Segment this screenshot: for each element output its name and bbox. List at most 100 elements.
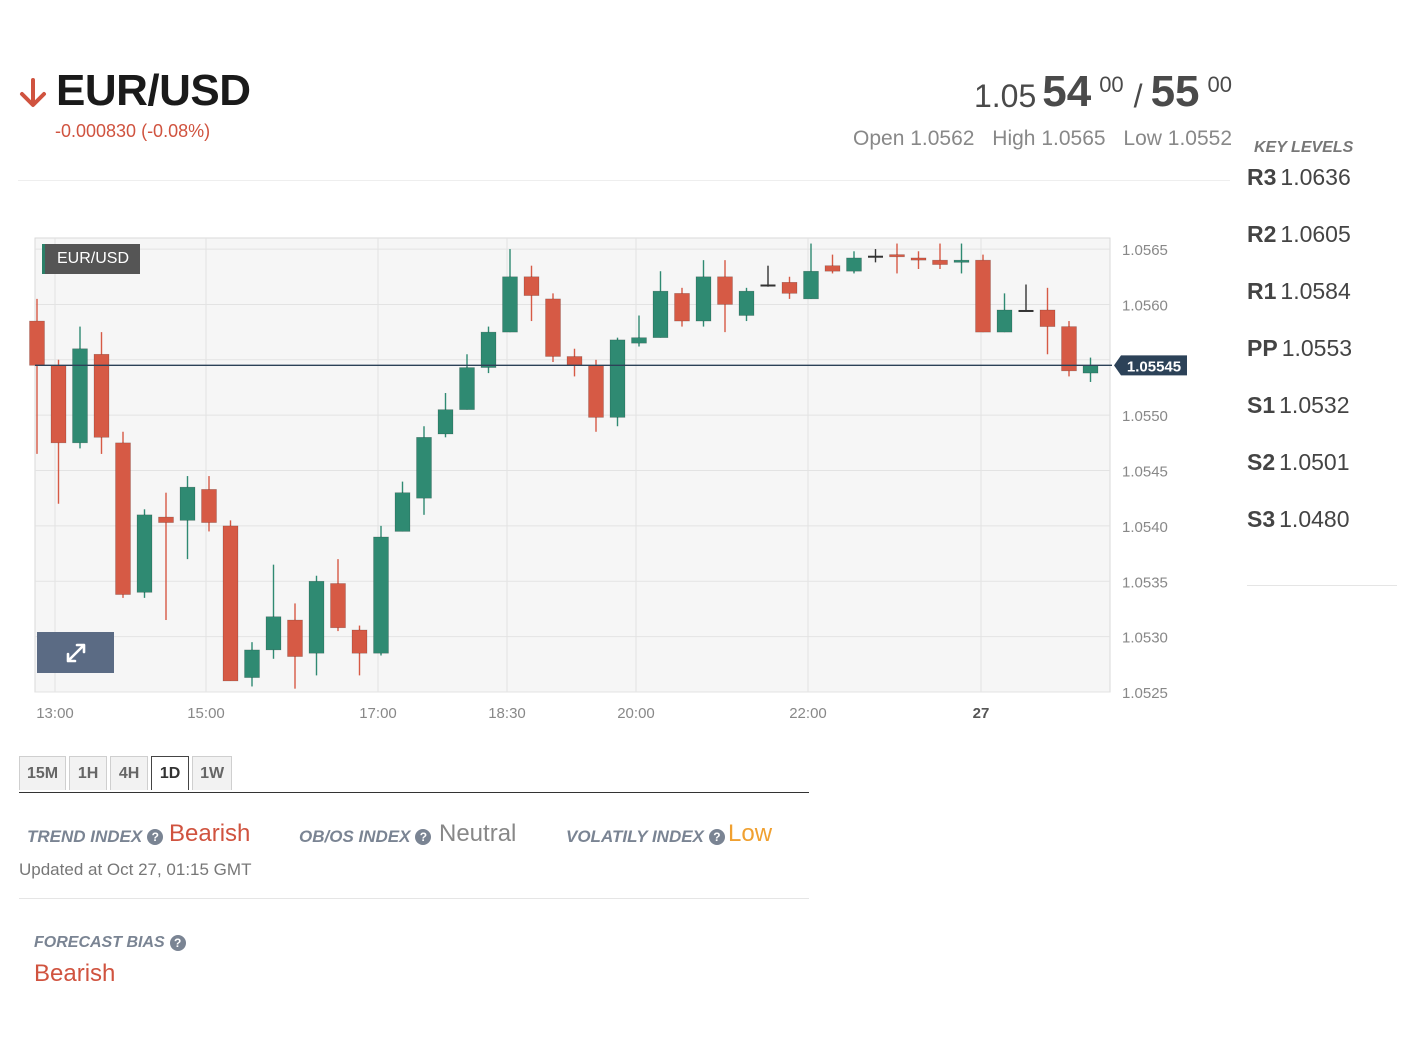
- candle-body: [609, 339, 626, 418]
- expand-icon: [66, 643, 85, 662]
- help-icon[interactable]: ?: [708, 829, 725, 845]
- tab-4h[interactable]: 4H: [110, 756, 149, 790]
- help-icon[interactable]: ?: [169, 935, 186, 951]
- candle-body: [760, 284, 776, 287]
- tab-1h[interactable]: 1H: [69, 756, 108, 790]
- down-arrow-icon: [20, 78, 46, 107]
- candle-body: [868, 255, 883, 258]
- y-tick-label: 1.0565: [1122, 242, 1168, 259]
- key-level-label: PP: [1247, 335, 1278, 361]
- forecast-bias-label: FORECAST BIAS ?: [34, 934, 186, 952]
- trend-index-text: TREND INDEX: [27, 827, 143, 846]
- key-level-label: S2: [1247, 449, 1276, 475]
- bid-prefix: 1.05: [973, 78, 1037, 114]
- volatility-index-text: VOLATILY INDEX: [566, 827, 704, 846]
- quote-separator: /: [1133, 78, 1143, 114]
- candle-body: [953, 259, 970, 263]
- candle-body: [179, 486, 196, 521]
- obos-index-value: Neutral: [439, 820, 517, 847]
- tab-1d[interactable]: 1D: [151, 756, 190, 790]
- candle-body: [824, 265, 841, 272]
- y-tick-label: 1.0535: [1122, 574, 1168, 591]
- help-icon[interactable]: ?: [147, 829, 164, 845]
- high-value: High 1.0565: [992, 127, 1106, 150]
- candle-body: [1039, 309, 1056, 327]
- key-levels-title: KEY LEVELS: [1254, 139, 1354, 156]
- key-level-s1: S1 1.0532: [1247, 392, 1407, 449]
- open-value: Open 1.0562: [853, 127, 975, 150]
- current-price-tag: [1114, 355, 1187, 376]
- candle-body: [437, 409, 454, 435]
- y-tick-label: 1.0545: [1122, 464, 1168, 481]
- candle-body: [631, 337, 647, 344]
- y-tick-label: 1.0530: [1122, 630, 1168, 647]
- open-high-low: Open 1.0562 High 1.0565 Low 1.0552: [841, 127, 1232, 151]
- candle-body: [158, 516, 174, 523]
- forecast-bias-text: FORECAST BIAS: [34, 934, 165, 951]
- candle-body: [480, 331, 497, 368]
- volatility-index-label: VOLATILY INDEX ?: [566, 827, 725, 847]
- chart-instrument-badge: EUR/USD: [42, 244, 141, 274]
- candle-body: [351, 629, 368, 654]
- key-level-s3: S3 1.0480: [1247, 506, 1407, 563]
- candle-body: [308, 580, 325, 654]
- plot-area: [34, 237, 1111, 693]
- bid-ask-quote: 1.05 54 00 / 55 00: [974, 64, 1232, 118]
- candle-body: [244, 649, 260, 678]
- x-tick-label: 22:00: [789, 705, 827, 722]
- x-tick-label: 17:00: [359, 705, 397, 722]
- divider: [18, 180, 1230, 181]
- key-level-pp: PP 1.0553: [1247, 335, 1407, 392]
- ask-pips: 55: [1150, 67, 1200, 116]
- candle-body: [29, 320, 45, 366]
- candle-body: [566, 356, 583, 366]
- candle-body: [781, 281, 798, 294]
- key-level-value: 1.0532: [1279, 392, 1350, 418]
- help-icon[interactable]: ?: [415, 829, 432, 845]
- candle-body: [201, 489, 217, 523]
- tab-15m[interactable]: 15M: [19, 756, 67, 790]
- price-chart[interactable]: 1.05651.05601.05551.05501.05451.05401.05…: [0, 230, 1230, 730]
- candle-body: [1018, 309, 1034, 312]
- instrument-name: EUR/USD: [56, 66, 251, 115]
- key-levels-list: R3 1.0636 R2 1.0605 R1 1.0584 PP 1.0553 S1 1.…: [1247, 164, 1407, 563]
- y-tick-label: 1.0540: [1122, 519, 1168, 536]
- x-tick-label: 27: [973, 705, 990, 722]
- key-level-value: 1.0584: [1280, 278, 1351, 304]
- trend-index-value: Bearish: [169, 820, 251, 847]
- key-level-label: R3: [1247, 164, 1277, 190]
- key-level-label: R1: [1247, 278, 1277, 304]
- bid-pips: 54: [1042, 67, 1092, 116]
- bid-fraction: 00: [1099, 72, 1124, 97]
- candle-body: [222, 525, 239, 682]
- key-level-value: 1.0501: [1279, 449, 1350, 475]
- forecast-bias-value: Bearish: [34, 960, 116, 987]
- expand-chart-button[interactable]: [37, 632, 114, 673]
- y-tick-label: 1.0550: [1122, 408, 1168, 425]
- candle-body: [695, 276, 712, 322]
- key-level-value: 1.0605: [1280, 221, 1351, 247]
- timeframe-tabs: 15M 1H 4H 1D 1W: [19, 756, 235, 790]
- key-level-value: 1.0553: [1281, 335, 1353, 361]
- key-level-value: 1.0480: [1279, 506, 1350, 532]
- candle-body: [803, 270, 819, 300]
- candle-body: [394, 492, 411, 532]
- tab-1w[interactable]: 1W: [192, 756, 233, 790]
- divider: [19, 898, 809, 899]
- obos-index-text: OB/OS INDEX: [299, 827, 411, 846]
- tabs-underline: [19, 792, 809, 793]
- candle-body: [674, 293, 690, 322]
- candle-body: [523, 276, 540, 296]
- candle-body: [416, 437, 432, 499]
- candle-body: [846, 257, 862, 272]
- key-level-s2: S2 1.0501: [1247, 449, 1407, 506]
- candle-body: [717, 276, 733, 305]
- candle-body: [1061, 326, 1077, 372]
- x-tick-label: 18:30: [488, 705, 526, 722]
- candle-body: [330, 583, 346, 629]
- candle-body: [975, 259, 991, 333]
- candlestick-chart[interactable]: 1.05651.05601.05551.05501.05451.05401.05…: [0, 230, 1230, 730]
- candle-body: [502, 276, 518, 333]
- candle-body: [265, 616, 282, 651]
- candle-body: [287, 619, 303, 657]
